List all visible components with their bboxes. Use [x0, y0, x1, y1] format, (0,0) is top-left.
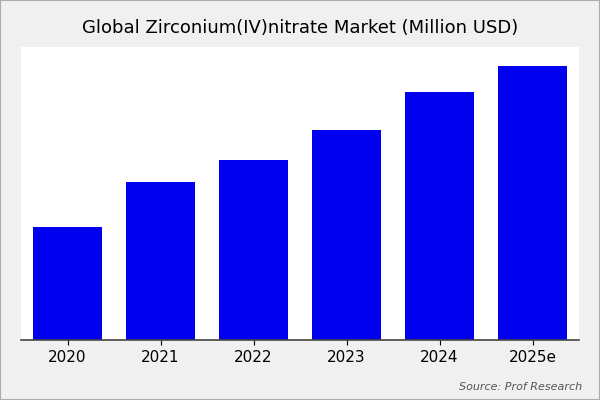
- Text: Source: Prof Research: Source: Prof Research: [459, 382, 582, 392]
- Bar: [125, 182, 196, 340]
- Bar: [497, 66, 568, 340]
- Bar: [32, 228, 103, 340]
- Bar: [404, 92, 475, 340]
- Bar: [218, 160, 289, 340]
- Title: Global Zirconium(IV)nitrate Market (Million USD): Global Zirconium(IV)nitrate Market (Mill…: [82, 19, 518, 37]
- Bar: [311, 130, 382, 340]
